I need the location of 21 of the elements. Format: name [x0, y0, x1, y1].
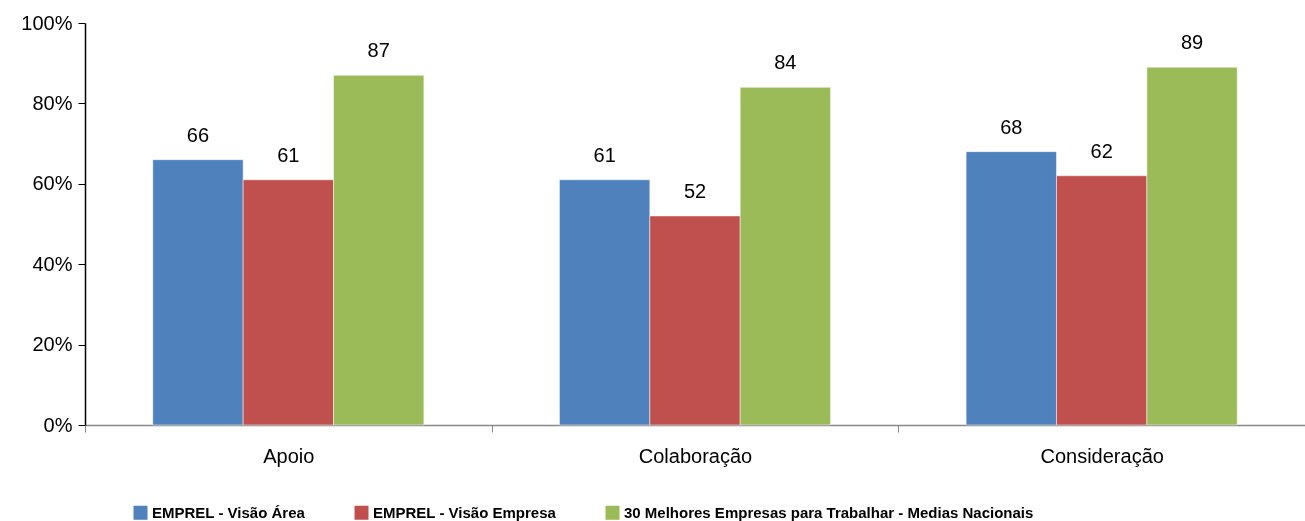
- y-tick-label: 80%: [32, 91, 73, 114]
- y-tick-label: 60%: [32, 172, 73, 195]
- y-tick-label: 40%: [32, 252, 73, 275]
- y-tick-label: 20%: [32, 333, 73, 356]
- legend-label: EMPREL - Visão Área: [152, 503, 306, 521]
- data-label: 66: [186, 123, 210, 146]
- data-label: 87: [367, 39, 390, 62]
- data-label: 68: [1000, 115, 1023, 138]
- data-label: 84: [774, 51, 797, 74]
- data-label: 52: [683, 179, 707, 202]
- data-label: 61: [277, 143, 300, 166]
- x-tick-label: Colaboração: [638, 444, 753, 467]
- y-tick-label: 100%: [21, 11, 73, 34]
- x-tick-label: Consideração: [1040, 444, 1164, 467]
- x-tick-label: Apoio: [263, 444, 315, 467]
- data-label: 89: [1180, 31, 1204, 54]
- legend-label: 30 Melhores Empresas para Trabalhar - Medias Nacionais: [624, 503, 1034, 521]
- legend-label: EMPREL - Visão Empresa: [373, 503, 557, 521]
- data-label: 62: [1090, 139, 1113, 162]
- y-tick-label: 0%: [43, 413, 73, 436]
- data-label: 61: [593, 143, 616, 166]
